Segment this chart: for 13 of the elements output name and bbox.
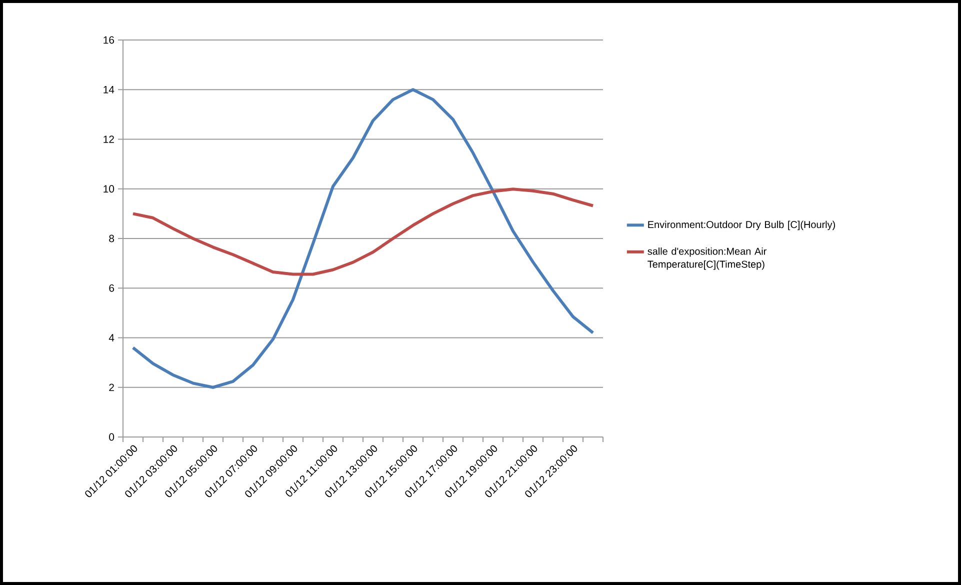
y-tick-label: 16 [104,36,114,44]
legend-label: Environment:Outdoor Dry Bulb [C](Hourly) [648,220,835,230]
y-tick-label: 8 [109,234,114,242]
line-series [132,88,595,389]
legend-label: salle d'exposition:Mean Air Temperature[C](TimeStep) [648,247,766,270]
y-tick-label: 12 [104,136,114,143]
y-tick-label: 10 [104,185,114,193]
line-series [132,188,595,276]
y-tick-label: 2 [109,384,114,392]
y-tick-label: 0 [109,433,114,441]
y-tick-label: 14 [104,86,114,94]
y-tick-label: 6 [109,284,114,292]
y-tick-label: 4 [108,334,114,342]
